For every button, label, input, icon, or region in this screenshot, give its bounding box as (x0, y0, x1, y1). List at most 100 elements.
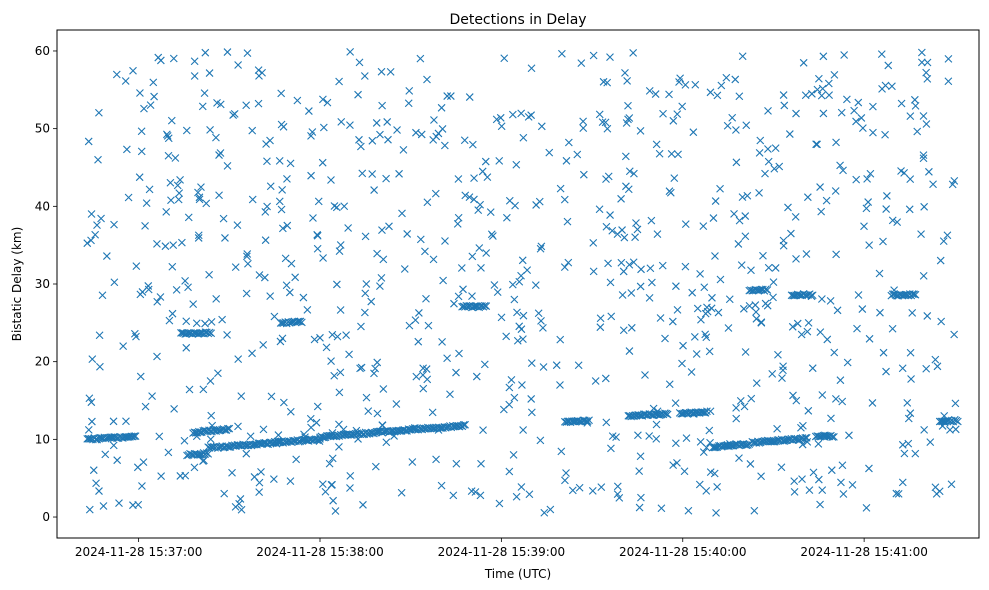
scatter-point-1127 (656, 314, 665, 322)
scatter-point-957 (688, 288, 697, 297)
scatter-point-1164 (732, 158, 741, 167)
scatter-point-608 (174, 195, 183, 204)
scatter-point-43 (195, 450, 203, 459)
scatter-point-481 (482, 302, 491, 310)
scatter-point-774 (259, 340, 268, 349)
scatter-point-1051 (817, 295, 826, 303)
scatter-point-1369 (735, 216, 744, 225)
scatter-point-1234 (854, 291, 863, 299)
scatter-point-1177 (560, 263, 569, 272)
scatter-point-1107 (723, 441, 732, 450)
scatter-point-1163 (653, 230, 662, 238)
scatter-point-901 (771, 144, 780, 153)
scatter-point-34 (131, 432, 140, 441)
scatter-point-1349 (344, 224, 353, 232)
scatter-point-911 (205, 270, 213, 279)
scatter-point-1351 (190, 463, 199, 472)
scatter-point-904 (437, 481, 446, 490)
scatter-point-1299 (827, 414, 835, 423)
scatter-point-1311 (759, 251, 767, 260)
scatter-point-590 (167, 116, 176, 125)
scatter-point-741 (356, 142, 365, 151)
scatter-point-550 (911, 449, 920, 458)
scatter-point-1250 (732, 414, 741, 423)
scatter-point-773 (791, 212, 800, 221)
scatter-point-687 (879, 237, 887, 246)
scatter-point-999 (779, 91, 788, 99)
scatter-point-1104 (195, 193, 204, 202)
scatter-point-1399 (129, 66, 137, 75)
scatter-point-1084 (194, 231, 203, 240)
scatter-point-639 (693, 304, 702, 313)
scatter-point-945 (376, 130, 384, 139)
scatter-point-742 (625, 347, 634, 355)
scatter-point-1111 (419, 384, 428, 393)
scatter-point-712 (383, 118, 392, 126)
scatter-point-979 (923, 58, 932, 67)
scatter-point-574 (689, 410, 698, 418)
scatter-point-1091 (836, 161, 844, 170)
scatter-point-988 (818, 486, 827, 494)
scatter-point-1030 (913, 127, 922, 136)
scatter-point-1124 (502, 332, 511, 341)
scatter-point-1338 (757, 472, 765, 481)
scatter-point-991 (879, 348, 888, 357)
scatter-point-1082 (373, 358, 382, 367)
scatter-point-1152 (223, 161, 232, 170)
scatter-point-1171 (621, 69, 629, 77)
scatter-point-888 (149, 78, 158, 87)
scatter-point-922 (898, 440, 907, 449)
scatter-point-717 (519, 133, 528, 142)
scatter-point-1339 (378, 226, 386, 234)
scatter-point-1186 (163, 131, 172, 140)
scatter-point-845 (206, 435, 215, 444)
scatter-point-832 (300, 430, 308, 439)
scatter-point-1001 (897, 99, 906, 108)
scatter-point-1260 (286, 407, 295, 416)
scatter-point-1109 (751, 301, 760, 309)
scatter-point-266 (223, 424, 232, 433)
scatter-point-758 (175, 189, 184, 198)
scatter-point-1356 (87, 236, 95, 245)
scatter-point-1034 (779, 366, 787, 375)
scatter-point-1112 (512, 160, 521, 169)
scatter-point-1205 (743, 191, 752, 200)
scatter-point-611 (684, 506, 693, 515)
scatter-point-936 (601, 118, 610, 127)
scatter-point-596 (206, 126, 214, 134)
scatter-point-631 (412, 128, 420, 137)
scatter-point-681 (939, 237, 948, 245)
scatter-point-749 (505, 467, 514, 476)
scatter-point-555 (282, 281, 291, 290)
scatter-point-1208 (414, 337, 423, 346)
scatter-point-1069 (818, 84, 827, 93)
scatter-point-942 (410, 423, 419, 432)
x-tick-label-3: 2024-11-28 15:40:00 (619, 545, 746, 559)
scatter-point-33 (130, 432, 139, 440)
scatter-point-1409 (944, 77, 953, 86)
scatter-point-1161 (208, 421, 217, 430)
scatter-point-670 (318, 158, 327, 167)
scatter-point-744 (460, 136, 469, 145)
scatter-point-527 (911, 290, 920, 299)
scatter-point-1046 (221, 234, 229, 242)
scatter-point-813 (531, 281, 540, 290)
scatter-point-1276 (262, 140, 270, 148)
scatter-point-1335 (327, 357, 335, 366)
scatter-point-1095 (170, 405, 179, 413)
scatter-point-1257 (636, 126, 645, 135)
scatter-point-1303 (908, 309, 917, 317)
scatter-point-775 (813, 140, 822, 149)
scatter-point-1149 (947, 480, 956, 489)
scatter-point-1158 (925, 167, 933, 176)
scatter-point-1323 (109, 417, 118, 426)
scatter-point-1123 (687, 368, 696, 376)
scatter-point-1178 (595, 205, 604, 214)
scatter-point-1237 (735, 454, 743, 463)
scatter-point-899 (723, 121, 732, 130)
scatter-point-1213 (790, 487, 799, 496)
scatter-point-951 (93, 221, 101, 230)
scatter-point-856 (557, 447, 566, 456)
scatter-point-718 (539, 323, 547, 332)
scatter-point-745 (102, 252, 111, 260)
